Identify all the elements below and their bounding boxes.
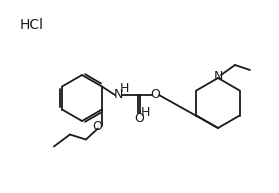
Text: O: O	[92, 120, 102, 133]
Text: N: N	[113, 89, 123, 102]
Text: HCl: HCl	[20, 18, 44, 32]
Text: N: N	[213, 70, 223, 84]
Text: O: O	[134, 112, 144, 124]
Text: O: O	[150, 89, 160, 102]
Text: H: H	[140, 107, 150, 119]
Text: H: H	[119, 81, 129, 95]
